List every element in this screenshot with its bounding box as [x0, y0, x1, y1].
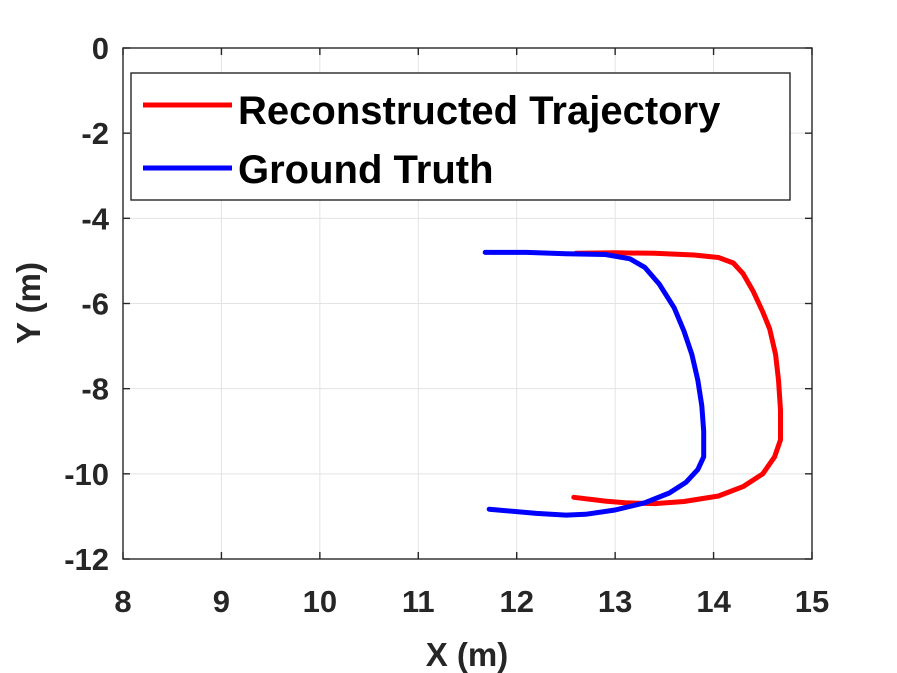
- legend-box: [130, 72, 791, 201]
- legend-label-reconstructed: Reconstructed Trajectory: [238, 89, 721, 133]
- y-tick-label: -8: [81, 372, 109, 407]
- x-axis-label: X (m): [426, 636, 509, 673]
- y-tick-label: -4: [81, 201, 109, 236]
- y-tick-label: -6: [81, 287, 109, 322]
- x-tick-label: 12: [499, 584, 533, 619]
- series-line-0: [571, 250, 783, 507]
- y-axis-label: Y (m): [10, 262, 47, 344]
- x-tick-label: 13: [598, 584, 632, 619]
- x-tick-label: 9: [213, 584, 230, 619]
- x-tick-label: 10: [303, 584, 337, 619]
- y-tick-label: -10: [64, 457, 109, 492]
- axis-ticks: 8 9 10 11 12 13 14 15 0 -2 -4 -6 -8 -10 -12: [64, 31, 829, 619]
- x-tick-label: 8: [114, 584, 131, 619]
- legend: Reconstructed Trajectory Ground Truth: [130, 72, 791, 201]
- y-tick-label: -2: [81, 116, 109, 151]
- x-tick-label: 15: [795, 584, 829, 619]
- x-tick-label: 14: [696, 584, 731, 619]
- series-lines: [482, 249, 783, 518]
- x-tick-label: 11: [402, 584, 435, 619]
- legend-label-ground-truth: Ground Truth: [238, 148, 494, 192]
- y-tick-label: 0: [92, 31, 109, 66]
- y-tick-label: -12: [64, 542, 109, 577]
- series-line-1: [482, 249, 707, 518]
